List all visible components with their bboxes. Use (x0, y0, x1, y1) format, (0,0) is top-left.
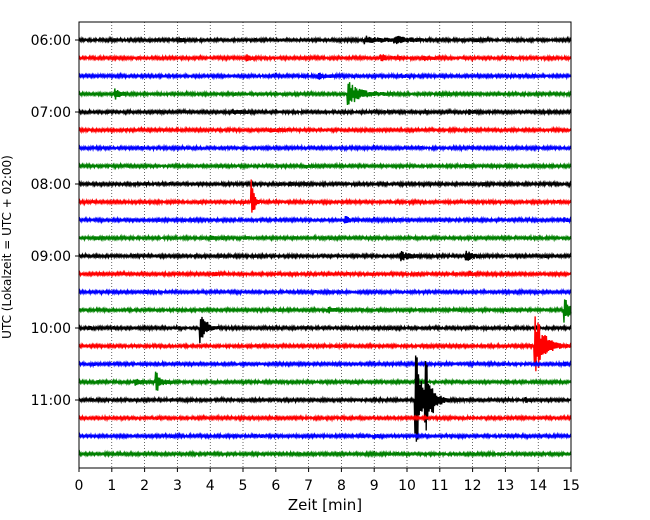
x-tick-label-0: 0 (75, 478, 84, 494)
trace-06:45 (78, 82, 572, 105)
grid-lines (111, 22, 539, 468)
plot-frame (78, 21, 572, 469)
trace-07:00 (78, 107, 572, 117)
trace-10:15 (78, 316, 572, 372)
trace-06:00 (78, 35, 572, 45)
x-tick-label-5: 5 (239, 478, 248, 494)
y-tick-label-07:00: 07:00 (31, 105, 71, 121)
trace-06:15 (78, 53, 572, 63)
x-tick-label-4: 4 (206, 478, 215, 494)
trace-09:15 (78, 269, 572, 279)
trace-09:45 (78, 299, 572, 323)
trace-09:30 (78, 287, 572, 297)
x-tick-label-6: 6 (271, 478, 280, 494)
trace-08:45 (78, 233, 572, 243)
trace-10:30 (78, 359, 572, 369)
x-tick-label-8: 8 (337, 478, 346, 494)
x-tick-label-10: 10 (398, 478, 416, 494)
y-tick-label-06:00: 06:00 (31, 33, 71, 49)
trace-11:30 (78, 431, 572, 441)
trace-08:00 (78, 179, 572, 189)
x-tick-label-15: 15 (562, 478, 580, 494)
trace-11:00 (78, 355, 572, 442)
trace-10:00 (78, 316, 572, 344)
x-tick-label-3: 3 (173, 478, 182, 494)
y-tick-label-11:00: 11:00 (31, 393, 71, 409)
trace-09:00 (78, 250, 572, 262)
trace-11:15 (78, 413, 572, 423)
trace-08:30 (78, 215, 572, 225)
trace-07:30 (78, 143, 572, 153)
x-axis-label: Zeit [min] (288, 496, 362, 514)
x-tick-label-13: 13 (496, 478, 514, 494)
trace-08:15 (78, 179, 572, 213)
x-tick-label-9: 9 (370, 478, 379, 494)
seismic-traces (78, 35, 572, 459)
y-tick-label-08:00: 08:00 (31, 177, 71, 193)
x-tick-label-1: 1 (107, 478, 116, 494)
trace-10:45 (78, 371, 572, 391)
y-tick-label-10:00: 10:00 (31, 321, 71, 337)
y-tick-label-09:00: 09:00 (31, 249, 71, 265)
x-tick-label-11: 11 (431, 478, 449, 494)
x-tick-label-12: 12 (464, 478, 482, 494)
x-tick-label-14: 14 (529, 478, 547, 494)
x-tick-label-7: 7 (304, 478, 313, 494)
x-tick-label-2: 2 (140, 478, 149, 494)
y-axis-label: UTC (Lokalzeit = UTC + 02:00) (0, 155, 14, 339)
trace-11:45 (78, 449, 572, 459)
trace-07:15 (78, 125, 572, 135)
trace-07:45 (78, 161, 572, 171)
trace-06:30 (78, 71, 572, 81)
y-axis-ticks: 06:00 07:00 08:00 09:00 10:00 11:00 (31, 33, 79, 409)
x-axis-ticks: 0 1 2 3 4 5 6 7 8 9 10 11 12 13 14 15 (75, 468, 580, 494)
